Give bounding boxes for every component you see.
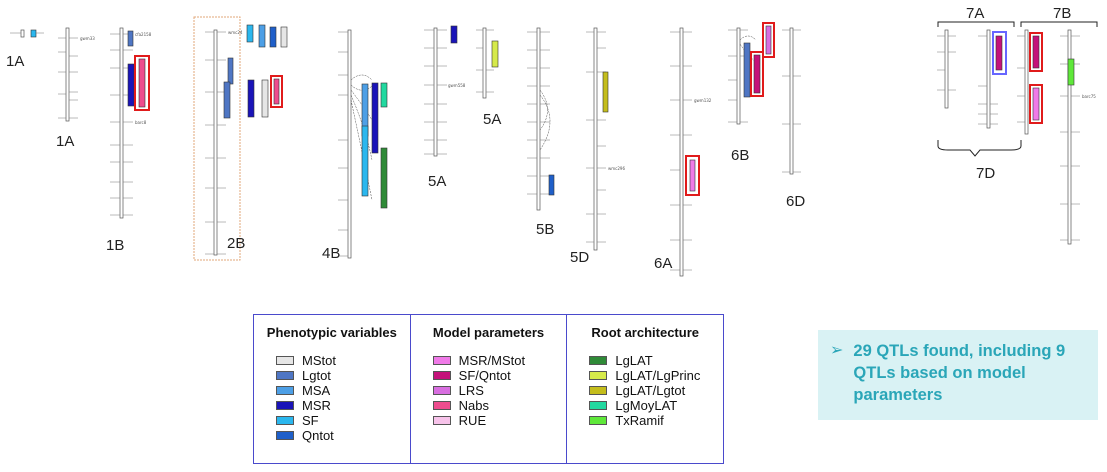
- legend-item: RUE: [432, 413, 567, 428]
- legend-swatch: [589, 386, 608, 395]
- legend-label: LRS: [458, 383, 484, 398]
- summary-callout: ➢ 29 QTLs found, including 9 QTLs based …: [818, 330, 1098, 420]
- legend-item: LgMoyLAT: [589, 398, 723, 413]
- chromosome-label-7D: 7D: [976, 165, 995, 182]
- legend: Phenotypic variables MStot Lgtot MSA MSR…: [253, 314, 724, 464]
- chromosome-label-1A-right: 1A: [56, 133, 74, 150]
- chromosome-1B: [110, 27, 150, 219]
- legend-item: LgLAT/LgPrinc: [589, 368, 723, 383]
- chromosome-1A: [58, 27, 78, 122]
- marker-label: gwm132: [694, 98, 712, 103]
- chromosome-label-4B: 4B: [322, 245, 340, 262]
- legend-label: MSR: [302, 398, 331, 413]
- chromosome-6D: [782, 27, 801, 175]
- chromosome-1A-small: [10, 29, 44, 38]
- chromosome-5B: [527, 27, 555, 211]
- legend-item: LRS: [432, 383, 567, 398]
- marker-label: wmc296: [608, 166, 625, 171]
- chromosome-label-1B: 1B: [106, 237, 124, 254]
- legend-label: LgLAT/LgPrinc: [615, 368, 701, 383]
- legend-swatch: [276, 371, 294, 380]
- marker-label: gwm33: [80, 36, 95, 41]
- chromosome-5D: [586, 27, 609, 251]
- chromosome-label-2B: 2B: [227, 235, 245, 252]
- chromosome-6A: [670, 27, 700, 277]
- chromosome-label-5A: 5A: [428, 173, 446, 190]
- legend-swatch: [432, 371, 451, 380]
- arrow-bullet-icon: ➢: [830, 342, 844, 359]
- legend-root: Root architecture LgLAT LgLAT/LgPrinc Lg…: [566, 315, 723, 463]
- chromosome-label-6A: 6A: [654, 255, 672, 272]
- legend-item: SF/Qntot: [432, 368, 567, 383]
- qtl-map: gwm33 cfa2158 barc8 wmc24 gwm558 wmc296 …: [6, 5, 1098, 277]
- legend-label: SF: [302, 413, 319, 428]
- legend-label: MSA: [302, 383, 331, 398]
- legend-label: Nabs: [458, 398, 490, 413]
- chromosome-label-5A-right: 5A: [483, 111, 501, 128]
- legend-item: LgLAT/Lgtot: [589, 383, 723, 398]
- chromosome-label-1A-left: 1A: [6, 53, 24, 70]
- legend-item: MSR: [276, 398, 410, 413]
- chromosome-group-7: [937, 21, 1098, 245]
- legend-label: TxRamif: [615, 413, 664, 428]
- legend-model: Model parameters MSR/MStot SF/Qntot LRS …: [409, 315, 567, 463]
- legend-label: LgLAT/Lgtot: [615, 383, 686, 398]
- legend-title-phenotypic: Phenotypic variables: [266, 325, 397, 340]
- chromosome-label-7A: 7A: [966, 5, 984, 22]
- chromosome-label-6B: 6B: [731, 147, 749, 164]
- legend-label: SF/Qntot: [458, 368, 511, 383]
- marker-label: wmc24: [228, 30, 243, 35]
- marker-labels: gwm33 cfa2158 barc8 wmc24 gwm558 wmc296 …: [80, 30, 1096, 171]
- legend-item: MSR/MStot: [432, 353, 567, 368]
- chromosome-label-5B: 5B: [536, 221, 554, 238]
- chromosome-4B: [338, 29, 388, 259]
- legend-item: Lgtot: [276, 368, 410, 383]
- legend-swatch: [276, 431, 294, 440]
- legend-phenotypic: Phenotypic variables MStot Lgtot MSA MSR…: [254, 315, 410, 463]
- legend-swatch: [432, 356, 451, 365]
- marker-label: barc8: [135, 120, 147, 125]
- legend-item: Qntot: [276, 428, 410, 443]
- chromosome-label-6D: 6D: [786, 193, 805, 210]
- legend-swatch: [276, 416, 294, 425]
- chromosome-label-7B: 7B: [1053, 5, 1071, 22]
- marker-label: gwm558: [448, 83, 466, 88]
- chromosome-label-5D: 5D: [570, 249, 589, 266]
- chromosome-6B: [728, 22, 775, 125]
- legend-label: RUE: [458, 413, 487, 428]
- legend-swatch: [432, 401, 451, 410]
- marker-label: barc75: [1082, 94, 1096, 99]
- legend-swatch: [276, 401, 294, 410]
- legend-swatch: [589, 356, 608, 365]
- legend-title-model: Model parameters: [432, 325, 545, 340]
- legend-item: TxRamif: [589, 413, 723, 428]
- legend-swatch: [589, 401, 608, 410]
- legend-item: MSA: [276, 383, 410, 398]
- legend-label: LgLAT: [615, 353, 653, 368]
- summary-text: 29 QTLs found, including 9 QTLs based on…: [853, 342, 1066, 404]
- legend-item: LgLAT: [589, 353, 723, 368]
- legend-swatch: [432, 416, 451, 425]
- chromosome-5A: [424, 25, 499, 157]
- marker-label: cfa2158: [135, 32, 152, 37]
- legend-swatch: [432, 386, 451, 395]
- legend-label: LgMoyLAT: [615, 398, 678, 413]
- legend-item: MStot: [276, 353, 410, 368]
- legend-label: Qntot: [302, 428, 334, 443]
- legend-item: Nabs: [432, 398, 567, 413]
- legend-swatch: [276, 356, 294, 365]
- legend-swatch: [589, 416, 608, 425]
- legend-title-root: Root architecture: [591, 325, 699, 340]
- legend-label: MSR/MStot: [458, 353, 526, 368]
- legend-item: SF: [276, 413, 410, 428]
- legend-label: Lgtot: [302, 368, 331, 383]
- legend-label: MStot: [302, 353, 336, 368]
- legend-swatch: [276, 386, 294, 395]
- chromosome-2B: [193, 16, 288, 261]
- legend-swatch: [589, 371, 608, 380]
